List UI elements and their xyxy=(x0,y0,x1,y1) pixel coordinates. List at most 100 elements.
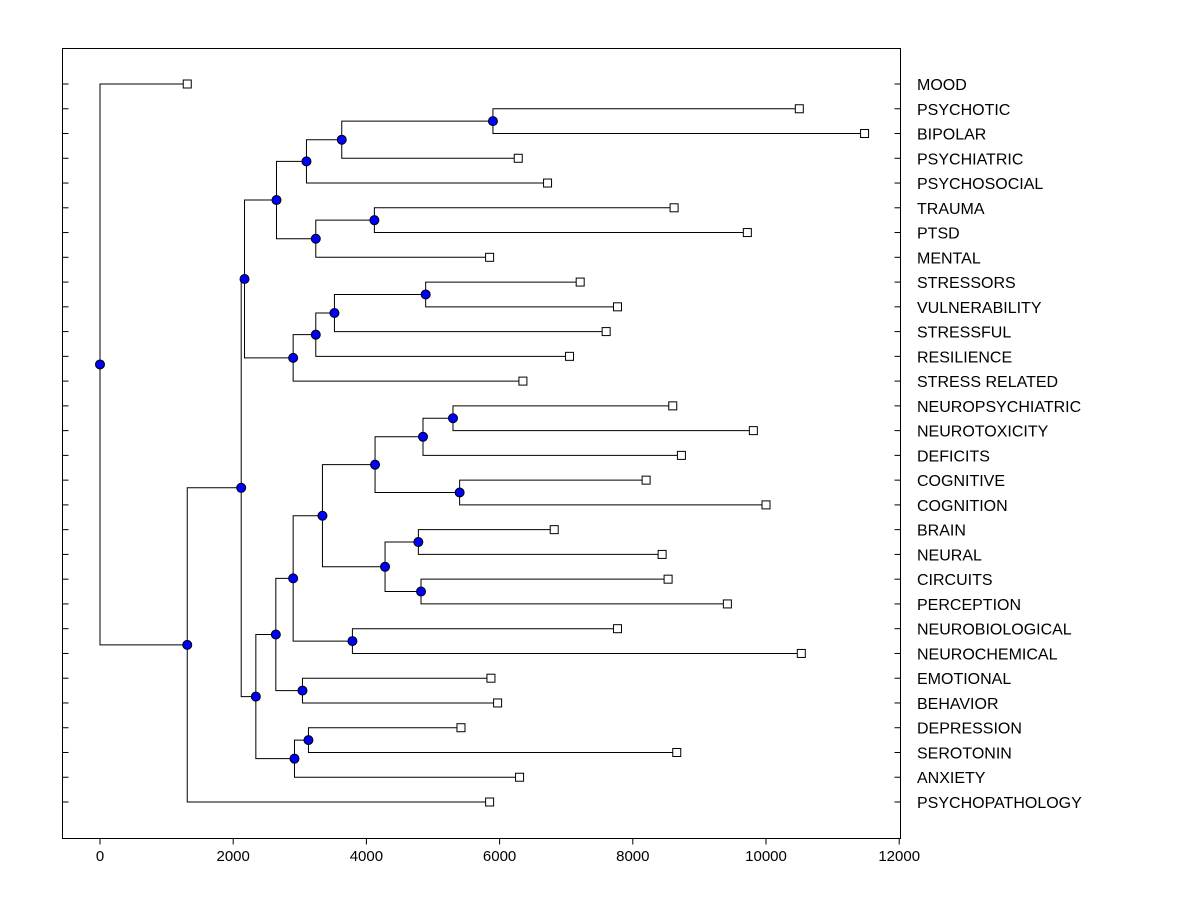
link-n29-a xyxy=(99,83,188,365)
leaf-label: VULNERABILITY xyxy=(917,300,1042,317)
link-n7-b xyxy=(425,294,618,308)
leaf-marker xyxy=(748,426,758,436)
link-n24-b xyxy=(307,740,677,753)
x-tick-label: 4000 xyxy=(350,848,383,865)
leaf-marker xyxy=(669,203,679,213)
merge-node-n20 xyxy=(347,636,358,647)
leaf-markers xyxy=(182,79,870,807)
merge-node-n23 xyxy=(270,629,281,640)
leaf-marker xyxy=(518,376,528,386)
leaf-label: PSYCHOSOCIAL xyxy=(917,176,1043,193)
leaf-marker xyxy=(456,723,466,733)
link-n28-a xyxy=(186,487,242,645)
link-n18-b xyxy=(384,566,422,593)
leaf-label: COGNITION xyxy=(917,498,1008,515)
merge-node-n13 xyxy=(418,431,429,442)
x-tick-label: 0 xyxy=(96,848,104,865)
link-n11-b xyxy=(244,278,294,359)
merge-node-n7 xyxy=(420,289,431,300)
link-n19-a xyxy=(321,464,376,516)
x-tick-label: 8000 xyxy=(616,848,649,865)
merge-node-n2 xyxy=(336,134,347,145)
leaf-label: PSYCHIATRIC xyxy=(917,151,1023,168)
merge-node-n15 xyxy=(370,459,381,470)
leaf-marker xyxy=(672,747,682,757)
link-n7-a xyxy=(425,281,581,295)
link-n13-b xyxy=(422,436,682,456)
link-n3-a xyxy=(305,139,342,162)
leaf-marker xyxy=(612,624,622,634)
link-n1-a xyxy=(492,108,800,122)
leaf-label: DEFICITS xyxy=(917,448,990,465)
link-n17-b xyxy=(420,591,728,605)
leaf-label: MENTAL xyxy=(917,250,981,267)
merge-node-n21 xyxy=(288,573,299,584)
link-n2-a xyxy=(341,120,493,140)
link-n15-b xyxy=(374,464,460,494)
merge-node-n14 xyxy=(454,487,465,498)
merge-node-n8 xyxy=(329,308,340,319)
leaf-label: NEUROBIOLOGICAL xyxy=(917,622,1072,639)
leaf-label: BRAIN xyxy=(917,523,966,540)
link-n22-b xyxy=(301,690,498,704)
link-n15-a xyxy=(374,436,424,465)
merge-nodes xyxy=(95,116,498,764)
link-n6-a xyxy=(275,160,307,201)
link-n19-b xyxy=(321,515,386,568)
leaf-label: NEUROPSYCHIATRIC xyxy=(917,399,1081,416)
leaf-label: COGNITIVE xyxy=(917,473,1005,490)
merge-node-n6 xyxy=(271,195,282,206)
leaf-label: PTSD xyxy=(917,226,960,243)
x-tick-label: 10000 xyxy=(745,848,787,865)
merge-node-n18 xyxy=(380,561,391,572)
merge-node-n5 xyxy=(310,233,321,244)
leaf-label: NEUROTOXICITY xyxy=(917,424,1049,441)
link-n10-a xyxy=(292,334,316,358)
merge-node-n27 xyxy=(236,482,247,493)
x-tick-label: 12000 xyxy=(878,848,920,865)
merge-node-n11 xyxy=(239,273,250,284)
x-axis: 0 2000 4000 6000 8000 10000 12000 xyxy=(96,838,920,865)
link-n10-b xyxy=(292,357,523,382)
leaf-label: NEURAL xyxy=(917,547,982,564)
leaf-marker xyxy=(742,228,752,238)
link-n11-a xyxy=(244,199,277,279)
leaf-marker xyxy=(543,178,553,188)
link-n12-b xyxy=(452,418,754,432)
leaf-label: CIRCUITS xyxy=(917,572,993,589)
merge-node-n10 xyxy=(288,352,299,363)
leaf-label: DEPRESSION xyxy=(917,721,1022,738)
leaf-label: SEROTONIN xyxy=(917,745,1012,762)
link-n26-b xyxy=(255,696,295,760)
leaf-marker xyxy=(663,574,673,584)
leaf-marker xyxy=(676,450,686,460)
link-n28-b xyxy=(186,644,490,803)
leaf-marker xyxy=(515,772,525,782)
leaf-marker xyxy=(612,302,622,312)
link-n21-a xyxy=(292,515,323,579)
link-n4-b xyxy=(373,220,748,234)
leaf-label: MOOD xyxy=(917,77,967,94)
leaf-marker xyxy=(860,129,870,139)
leaf-labels: MOOD PSYCHOTIC BIPOLAR PSYCHIATRIC PSYCHOSOC… xyxy=(917,77,1082,812)
link-n25-b xyxy=(293,758,520,778)
plot-frame xyxy=(62,48,901,839)
leaf-label: PERCEPTION xyxy=(917,597,1021,614)
merge-node-n3 xyxy=(301,156,312,167)
link-n9-a xyxy=(315,312,335,335)
link-n14-b xyxy=(459,492,766,506)
link-n17-a xyxy=(420,578,669,592)
x-tick-label: 2000 xyxy=(217,848,250,865)
link-n1-b xyxy=(492,121,865,135)
merge-node-n22 xyxy=(297,685,308,696)
y-ticks xyxy=(62,83,901,803)
link-n5-a xyxy=(315,219,375,239)
link-n8-b xyxy=(333,313,607,333)
link-n14-a xyxy=(459,479,647,493)
leaf-label: STRESSORS xyxy=(917,275,1016,292)
link-n12-a xyxy=(452,405,673,419)
merge-node-n25 xyxy=(289,753,300,764)
leaf-marker xyxy=(565,351,575,361)
link-n16-b xyxy=(417,542,663,555)
